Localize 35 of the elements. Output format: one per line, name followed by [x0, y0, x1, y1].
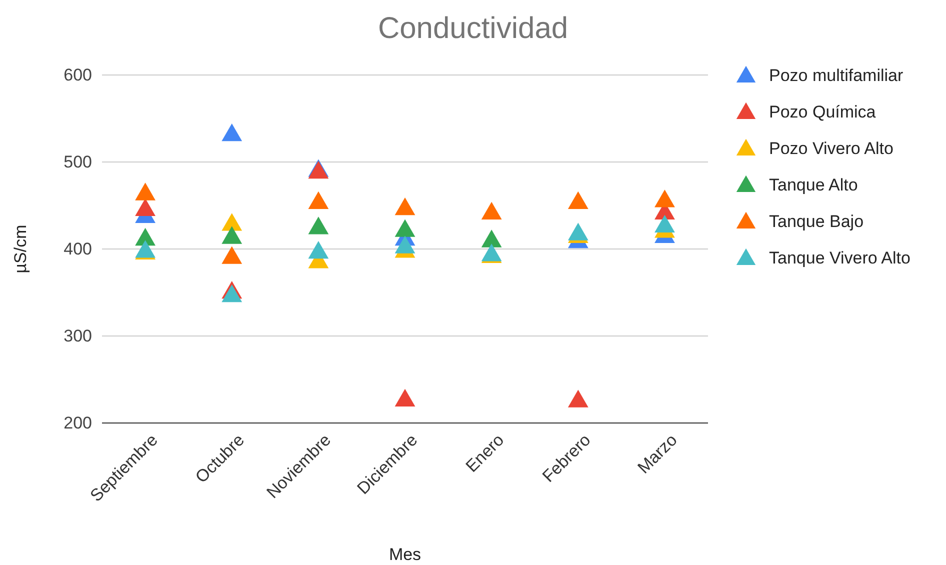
point — [654, 214, 675, 233]
y-axis-title: µS/cm — [11, 224, 30, 274]
point — [394, 219, 416, 237]
legend-label: Pozo Vivero Alto — [769, 139, 894, 158]
point — [222, 124, 242, 142]
point — [394, 197, 416, 216]
legend-label: Pozo multifamiliar — [769, 66, 904, 85]
point — [222, 246, 242, 264]
point — [394, 388, 416, 407]
point — [222, 213, 242, 231]
legend-label: Tanque Vivero Alto — [769, 248, 910, 268]
point — [308, 240, 329, 259]
point — [568, 191, 588, 210]
legend-label: Tanque Bajo — [769, 212, 864, 231]
point — [135, 228, 156, 246]
point — [222, 284, 242, 302]
point — [654, 190, 675, 208]
y-tick-label: 200 — [64, 413, 92, 432]
point — [135, 198, 156, 216]
point — [135, 182, 156, 200]
chart-title: Conductividad — [378, 12, 568, 45]
point — [568, 390, 588, 408]
legend-label: Pozo Química — [769, 102, 876, 122]
point — [308, 216, 329, 234]
legend-label: Tanque Alto — [769, 176, 858, 194]
y-tick-label: 600 — [64, 65, 92, 84]
point — [222, 226, 242, 244]
y-tick-label: 500 — [64, 152, 92, 172]
point — [394, 236, 416, 254]
point — [481, 230, 502, 248]
y-tick-label: 300 — [64, 326, 92, 346]
x-axis-title: Mes — [388, 545, 422, 564]
y-tick-label: 400 — [64, 239, 92, 258]
point — [481, 202, 502, 220]
point — [308, 191, 329, 210]
